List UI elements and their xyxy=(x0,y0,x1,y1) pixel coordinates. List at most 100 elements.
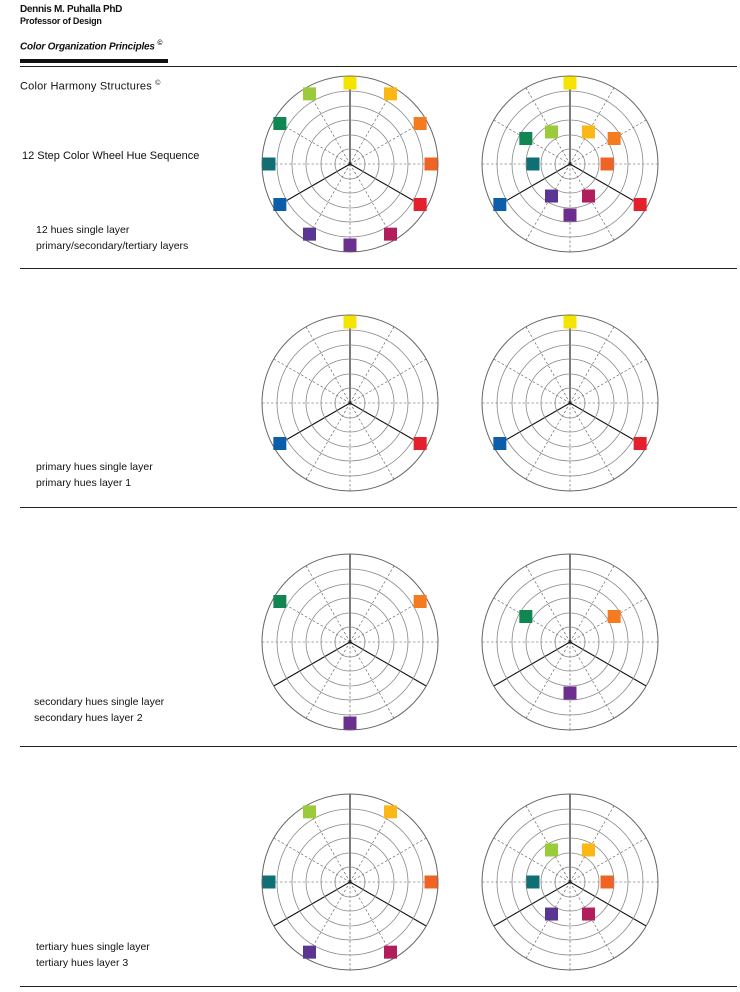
hue-swatch xyxy=(582,907,595,921)
series-title-text: Color Organization Principles xyxy=(20,41,155,53)
wheel-ring xyxy=(525,119,615,209)
hue-swatch xyxy=(384,227,397,241)
caption-line: primary hues single layer xyxy=(36,461,153,473)
wheel-ring xyxy=(540,134,600,194)
caption-row-2: primary hues single layer primary hues l… xyxy=(36,459,153,491)
hue-swatch xyxy=(384,805,397,819)
wheel-ring xyxy=(276,90,424,238)
wheel-ring xyxy=(554,866,586,898)
wheel-ring xyxy=(276,329,424,477)
wheel-ring xyxy=(511,583,629,701)
wheel-ring xyxy=(540,852,600,912)
wheel-outer-ring xyxy=(261,314,439,492)
wheel-outer-ring xyxy=(481,314,659,492)
section-title-text: Color Harmony Structures xyxy=(20,80,152,93)
wheel-ring xyxy=(496,329,644,477)
hue-swatch xyxy=(303,227,316,241)
wheel-ring xyxy=(320,612,380,672)
section-copyright-mark: © xyxy=(155,80,161,87)
series-copyright-mark: © xyxy=(157,40,163,47)
hue-swatch xyxy=(563,686,577,700)
header-underline xyxy=(20,59,168,63)
author-role: Professor of Design xyxy=(20,16,102,26)
hue-wheel-layered-row-2 xyxy=(481,314,659,492)
wheel-ring xyxy=(496,568,644,716)
hue-swatch xyxy=(343,76,357,90)
wheel-ring xyxy=(554,387,586,419)
wheel-ring xyxy=(305,837,395,927)
caption-line: secondary hues layer 2 xyxy=(34,712,143,724)
hue-swatch xyxy=(633,198,647,211)
hue-swatch xyxy=(607,132,621,145)
wheel-outer-ring xyxy=(481,75,659,253)
wheel-ring xyxy=(334,148,366,180)
wheel-ring xyxy=(496,90,644,238)
hue-swatch xyxy=(303,945,316,959)
hue-swatch xyxy=(273,117,287,130)
wheel-ring xyxy=(334,626,366,658)
hue-swatch xyxy=(493,198,507,211)
hue-swatch xyxy=(633,437,647,450)
hue-swatch xyxy=(413,595,427,608)
wheel-ring xyxy=(511,344,629,462)
hue-swatch xyxy=(582,125,595,139)
section-title: Color Harmony Structures © xyxy=(20,80,161,93)
hue-swatch xyxy=(424,157,438,171)
hue-swatch xyxy=(526,875,540,889)
caption-line: secondary hues single layer xyxy=(34,696,165,708)
header-divider xyxy=(20,66,737,67)
wheel-ring xyxy=(496,808,644,956)
row-divider-4 xyxy=(20,986,737,987)
wheel-ring xyxy=(540,612,600,672)
hue-swatch xyxy=(384,945,397,959)
caption-line: primary/secondary/tertiary layers xyxy=(36,240,189,252)
hue-swatch xyxy=(424,875,438,889)
wheel-ring xyxy=(554,626,586,658)
hue-wheel-single-row-2 xyxy=(261,314,439,492)
hue-swatch xyxy=(262,157,276,171)
hue-wheel-layered-row-4 xyxy=(481,793,659,971)
wheel-ring xyxy=(525,597,615,687)
hue-swatch xyxy=(262,875,276,889)
hue-swatch xyxy=(563,76,577,90)
row-divider-3 xyxy=(20,746,737,747)
hue-wheel-single-row-3 xyxy=(261,553,439,731)
caption-row-4: tertiary hues single layer tertiary hues… xyxy=(36,939,150,971)
row-divider-1 xyxy=(20,268,737,269)
wheel-ring xyxy=(305,597,395,687)
wheel-ring xyxy=(554,148,586,180)
hue-swatch xyxy=(343,238,357,252)
wheel-ring xyxy=(276,808,424,956)
hue-swatch xyxy=(600,875,614,889)
hue-swatch xyxy=(273,595,287,608)
hue-swatch xyxy=(413,117,427,130)
wheel-ring xyxy=(276,568,424,716)
row-divider-2 xyxy=(20,507,737,508)
wheel-ring xyxy=(305,119,395,209)
section-heading: 12 Step Color Wheel Hue Sequence xyxy=(22,150,200,162)
hue-swatch xyxy=(545,907,558,921)
hue-swatch xyxy=(343,315,357,329)
wheel-outer-ring xyxy=(261,553,439,731)
hue-swatch xyxy=(582,189,595,203)
wheel-ring xyxy=(525,358,615,448)
hue-swatch xyxy=(600,157,614,171)
hue-wheel-layered-row-1 xyxy=(481,75,659,253)
hue-wheel-single-row-1 xyxy=(261,75,439,253)
caption-line: tertiary hues single layer xyxy=(36,941,150,953)
hue-swatch xyxy=(545,189,558,203)
hue-swatch xyxy=(582,843,595,857)
caption-line: primary hues layer 1 xyxy=(36,477,132,489)
wheel-ring xyxy=(540,373,600,433)
wheel-outer-ring xyxy=(261,75,439,253)
author-name: Dennis M. Puhalla PhD xyxy=(20,4,123,15)
wheel-ring xyxy=(511,105,629,223)
caption-line: tertiary hues layer 3 xyxy=(36,957,129,969)
hue-wheel-layered-row-3 xyxy=(481,553,659,731)
hue-swatch xyxy=(519,610,533,623)
wheel-ring xyxy=(334,387,366,419)
wheel-outer-ring xyxy=(261,793,439,971)
wheel-outer-ring xyxy=(481,793,659,971)
wheel-ring xyxy=(525,837,615,927)
hue-swatch xyxy=(413,198,427,211)
